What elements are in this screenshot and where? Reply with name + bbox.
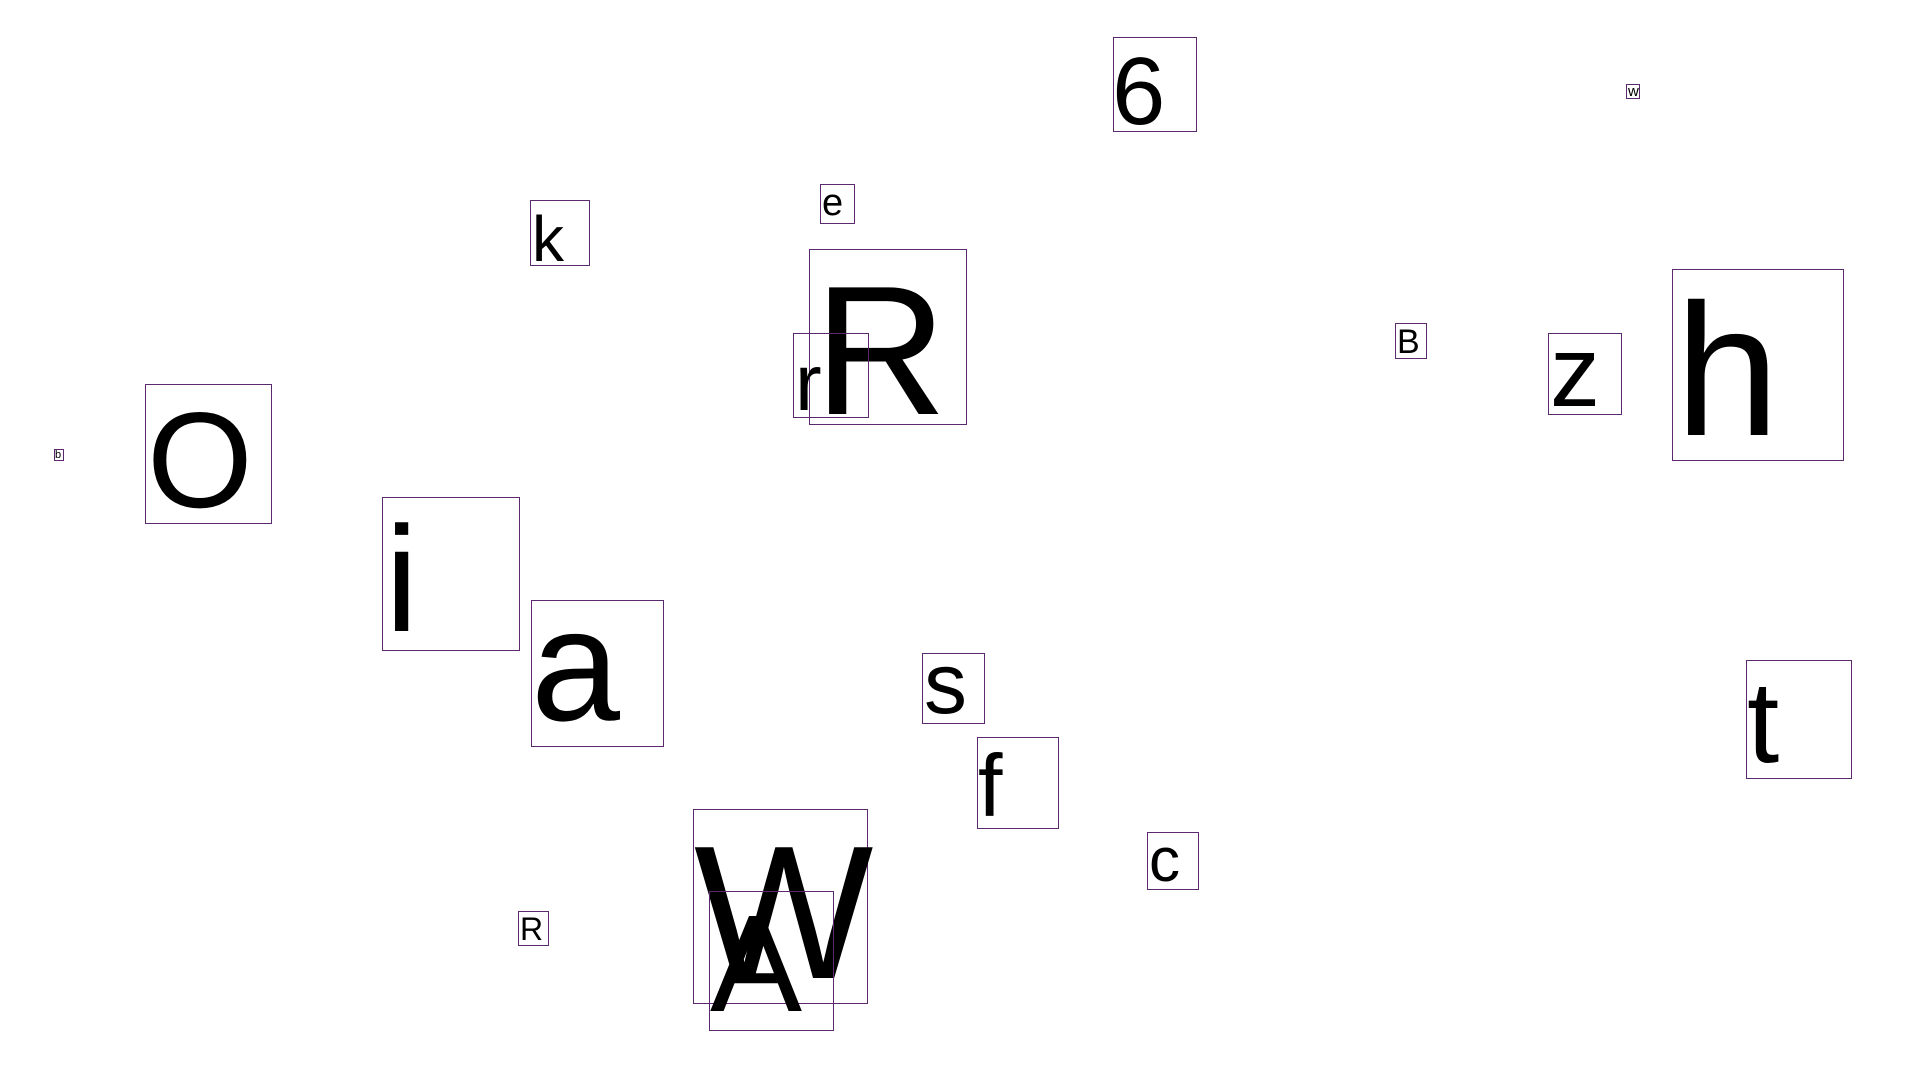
glyph-k: k	[532, 203, 564, 275]
glyph-box-R-large: R	[809, 249, 967, 442]
glyph-R-small: R	[520, 911, 544, 947]
glyph-box-s: s	[922, 641, 985, 727]
glyph-box-6: 6	[1112, 37, 1197, 140]
glyph-box-a: a	[531, 585, 664, 747]
glyph-b-tiny: b	[55, 449, 62, 461]
glyph-W: W	[694, 807, 874, 1019]
glyph-r-small: r	[795, 338, 822, 427]
glyph-box-B: B	[1395, 323, 1427, 359]
glyph-t: t	[1747, 657, 1780, 787]
glyph-box-R-small: R	[518, 911, 549, 946]
glyph-6: 6	[1112, 38, 1166, 145]
glyph-e: e	[822, 182, 844, 224]
glyph-z: z	[1550, 316, 1600, 428]
glyph-box-e: e	[820, 184, 855, 224]
glyph-B: B	[1397, 323, 1420, 361]
glyph-box-t: t	[1746, 657, 1852, 787]
glyph-f: f	[978, 736, 1003, 835]
glyph-box-W: W	[693, 809, 873, 1008]
glyph-box-f: f	[977, 736, 1059, 835]
glyph-box-i: i	[382, 495, 520, 663]
glyph-box-c: c	[1147, 826, 1199, 895]
glyph-box-A: A	[709, 887, 834, 1041]
glyph-h: h	[1675, 265, 1780, 475]
glyph-box-h: h	[1672, 265, 1844, 475]
glyph-R-large: R	[814, 247, 947, 453]
glyph-A: A	[710, 887, 803, 1041]
glyph-box-O: O	[145, 384, 272, 528]
glyph-box-b-tiny: b	[54, 449, 64, 461]
glyph-a: a	[531, 575, 620, 754]
glyph-box-k: k	[530, 200, 590, 271]
glyph-i: i	[385, 495, 419, 663]
glyph-s: s	[924, 636, 967, 732]
glyph-box-z: z	[1548, 322, 1622, 422]
glyph-w-small: w	[1628, 83, 1639, 100]
glyph-c: c	[1149, 826, 1180, 895]
glyph-box-w-small: w	[1626, 84, 1640, 99]
glyph-box-r-small: r	[793, 333, 869, 423]
glyph-O: O	[147, 384, 253, 536]
